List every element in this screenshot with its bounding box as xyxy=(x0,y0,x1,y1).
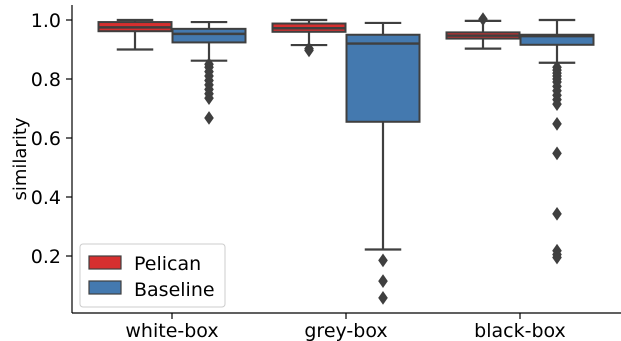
outlier-point xyxy=(378,274,388,288)
box-pelican-grey-box xyxy=(271,18,347,58)
outlier-point xyxy=(552,206,562,221)
y-tick-label: 0.8 xyxy=(31,69,61,91)
box-baseline-white-box xyxy=(171,20,247,125)
outlier-point xyxy=(552,146,562,161)
y-tick-label: 0.4 xyxy=(31,187,61,209)
y-tick-label: 1.0 xyxy=(31,10,61,32)
outlier-point xyxy=(478,12,488,26)
y-tick-label: 0.2 xyxy=(31,246,61,268)
legend-swatch-pelican xyxy=(88,255,122,270)
x-tick-label: white-box xyxy=(125,320,218,341)
outlier-point xyxy=(552,97,562,111)
axis-ticks: 0.2 0.4 0.6 0.8 1.0 white-box grey-box black-bo… xyxy=(31,10,566,341)
box-pelican-black-box xyxy=(445,12,521,50)
y-axis-label: similarity xyxy=(10,117,31,200)
box-body xyxy=(171,27,247,44)
outlier-point xyxy=(204,111,214,125)
x-tick-label: grey-box xyxy=(304,320,387,341)
legend: Pelican Baseline xyxy=(79,243,226,308)
box-pelican-white-box xyxy=(97,18,173,51)
box-body xyxy=(345,33,421,123)
outlier-point xyxy=(552,250,562,265)
y-tick-label: 0.6 xyxy=(31,128,61,150)
box-baseline-grey-box xyxy=(345,21,421,305)
legend-label-pelican: Pelican xyxy=(134,253,201,275)
x-tick-label: black-box xyxy=(474,320,566,341)
outlier-point xyxy=(378,253,388,268)
box-baseline-black-box xyxy=(519,18,595,265)
outlier-point xyxy=(552,116,562,131)
outlier-point xyxy=(204,91,214,106)
legend-swatch-baseline xyxy=(88,280,122,295)
legend-label-baseline: Baseline xyxy=(134,279,215,301)
outlier-point xyxy=(304,43,314,58)
box-body xyxy=(519,33,595,46)
plot-area xyxy=(97,12,595,305)
outlier-point xyxy=(378,291,388,305)
